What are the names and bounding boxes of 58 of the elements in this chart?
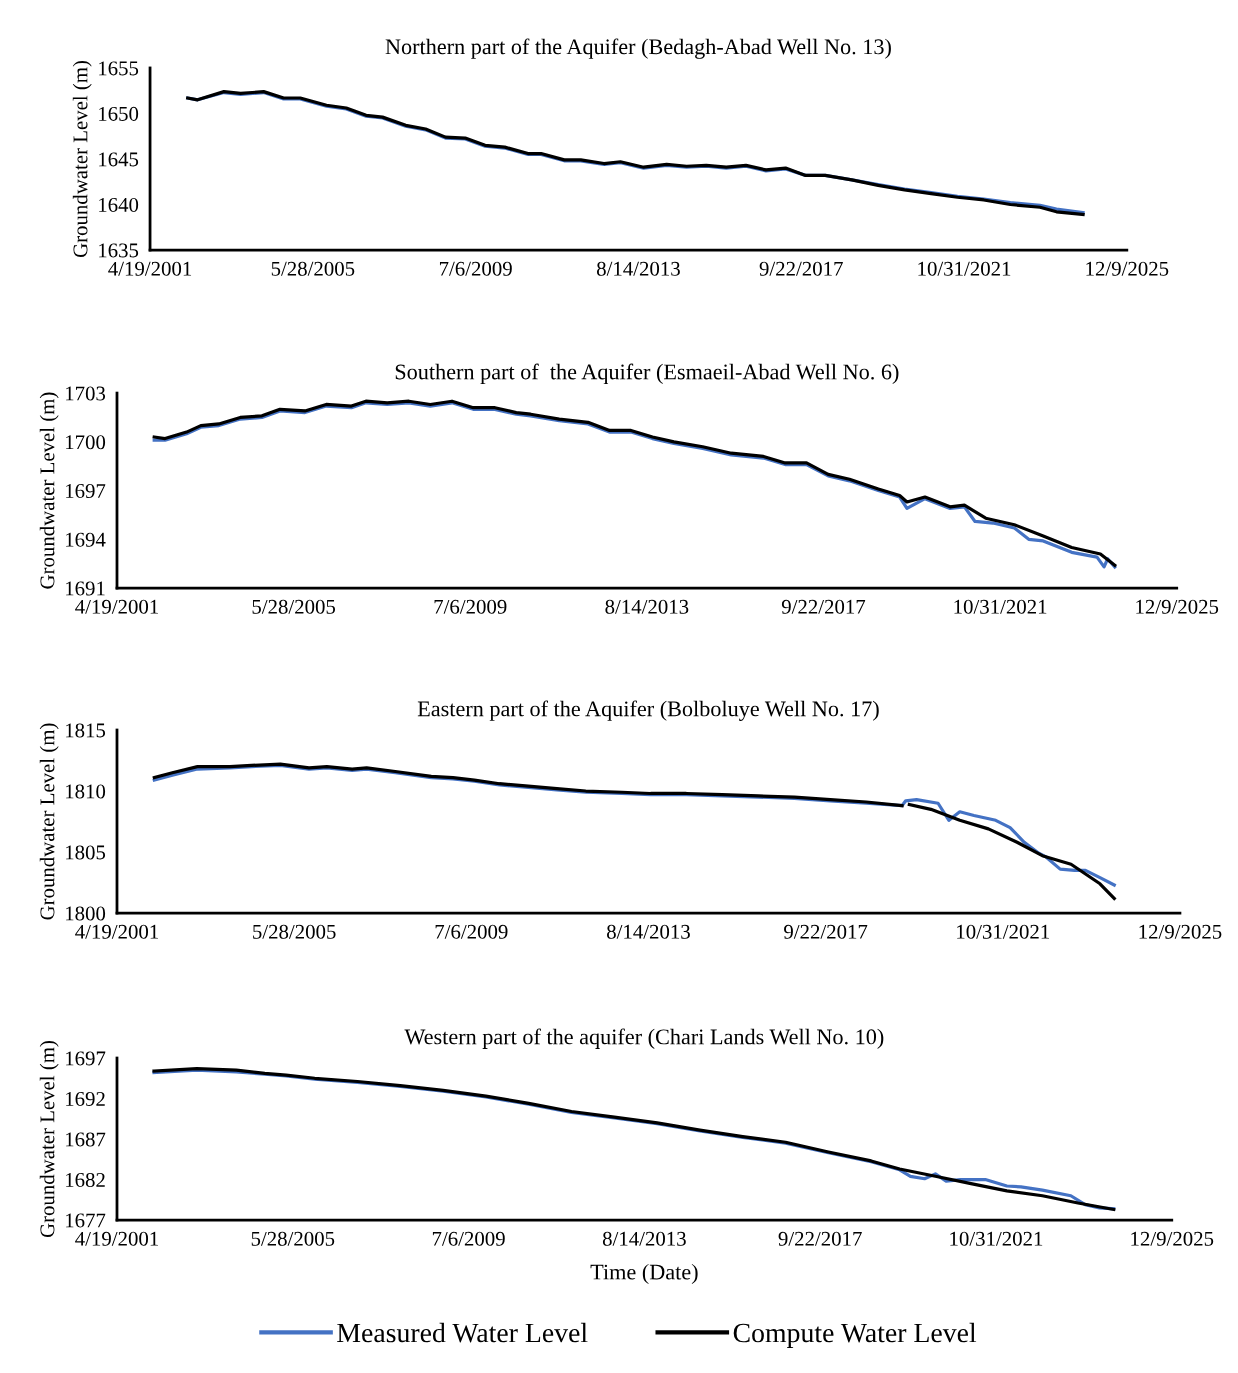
y-tick-label: 1682 [66, 1172, 105, 1187]
y-tick-label: 1650 [99, 106, 139, 121]
y-axis-title: Groundwater Level (m) [39, 1041, 59, 1238]
x-axis-title: Time (Date) [590, 1263, 698, 1285]
y-tick-label: 1694 [66, 532, 106, 547]
y-tick-label: 1805 [66, 845, 106, 860]
x-tick-label: 5/28/2005 [253, 924, 336, 939]
y-axis-title: Groundwater Level (m) [39, 392, 59, 589]
x-tick-label: 7/6/2009 [439, 261, 512, 276]
x-tick-label: 4/19/2001 [75, 924, 158, 939]
y-axis-title: Groundwater Level (m) [72, 60, 92, 258]
x-tick-label: 12/9/2025 [1131, 1231, 1214, 1246]
y-tick-label: 1655 [99, 61, 139, 76]
x-tick-label: 5/28/2005 [251, 1231, 335, 1246]
x-tick-label: 9/22/2017 [781, 599, 866, 614]
x-tick-label: 12/9/2025 [1086, 261, 1169, 276]
y-tick-label: 1700 [66, 435, 106, 450]
y-tick-label: 1697 [66, 484, 106, 499]
y-axis-title: Groundwater Level (m) [39, 723, 59, 920]
x-tick-label: 12/9/2025 [1136, 599, 1219, 614]
y-tick-label: 1677 [66, 1213, 106, 1228]
x-tick-label: 10/31/2021 [918, 261, 1011, 276]
x-tick-label: 8/14/2013 [605, 599, 689, 614]
y-tick-label: 1640 [99, 197, 139, 212]
y-tick-label: 1810 [66, 784, 106, 799]
x-tick-label: 8/14/2013 [607, 924, 690, 939]
y-tick-label: 1691 [66, 581, 105, 596]
legend-label: Measured Water Level [337, 1322, 588, 1343]
y-tick-label: 1815 [66, 723, 106, 738]
legend-label: Compute Water Level [733, 1322, 977, 1348]
x-tick-label: 10/31/2021 [957, 924, 1049, 939]
x-tick-label: 9/22/2017 [784, 924, 868, 939]
x-tick-label: 9/22/2017 [759, 261, 843, 276]
chart-title: Southern part of the Aquifer (Esmaeil-Abad Well No. 6) [395, 363, 899, 384]
y-tick-label: 1697 [66, 1051, 106, 1066]
y-tick-label: 1703 [66, 386, 106, 401]
x-tick-label: 9/22/2017 [778, 1231, 862, 1246]
x-tick-label: 10/31/2021 [954, 599, 1047, 614]
x-tick-label: 4/19/2001 [108, 261, 192, 276]
y-tick-label: 1635 [99, 243, 139, 258]
x-tick-label: 5/28/2005 [271, 261, 355, 276]
y-tick-label: 1645 [99, 152, 139, 167]
chart-title: Western part of the aquifer (Chari Lands Well No. 10) [404, 1028, 884, 1049]
y-tick-label: 1692 [66, 1091, 105, 1106]
x-tick-label: 10/31/2021 [950, 1231, 1043, 1246]
x-tick-label: 4/19/2001 [75, 599, 158, 614]
x-tick-label: 4/19/2001 [75, 1231, 158, 1246]
x-tick-label: 12/9/2025 [1139, 924, 1222, 939]
y-tick-label: 1800 [66, 906, 106, 921]
chart-title: Northern part of the Aquifer (Bedagh-Abad Well No. 13) [385, 38, 891, 59]
x-tick-label: 7/6/2009 [434, 599, 507, 614]
x-tick-label: 5/28/2005 [252, 599, 336, 614]
x-tick-label: 7/6/2009 [432, 1231, 505, 1246]
x-tick-label: 8/14/2013 [596, 261, 680, 276]
x-tick-label: 8/14/2013 [602, 1231, 686, 1246]
x-tick-label: 7/6/2009 [435, 924, 508, 939]
y-tick-label: 1687 [66, 1132, 106, 1147]
chart-title: Eastern part of the Aquifer (Bolboluye Well No. 17) [417, 700, 879, 721]
